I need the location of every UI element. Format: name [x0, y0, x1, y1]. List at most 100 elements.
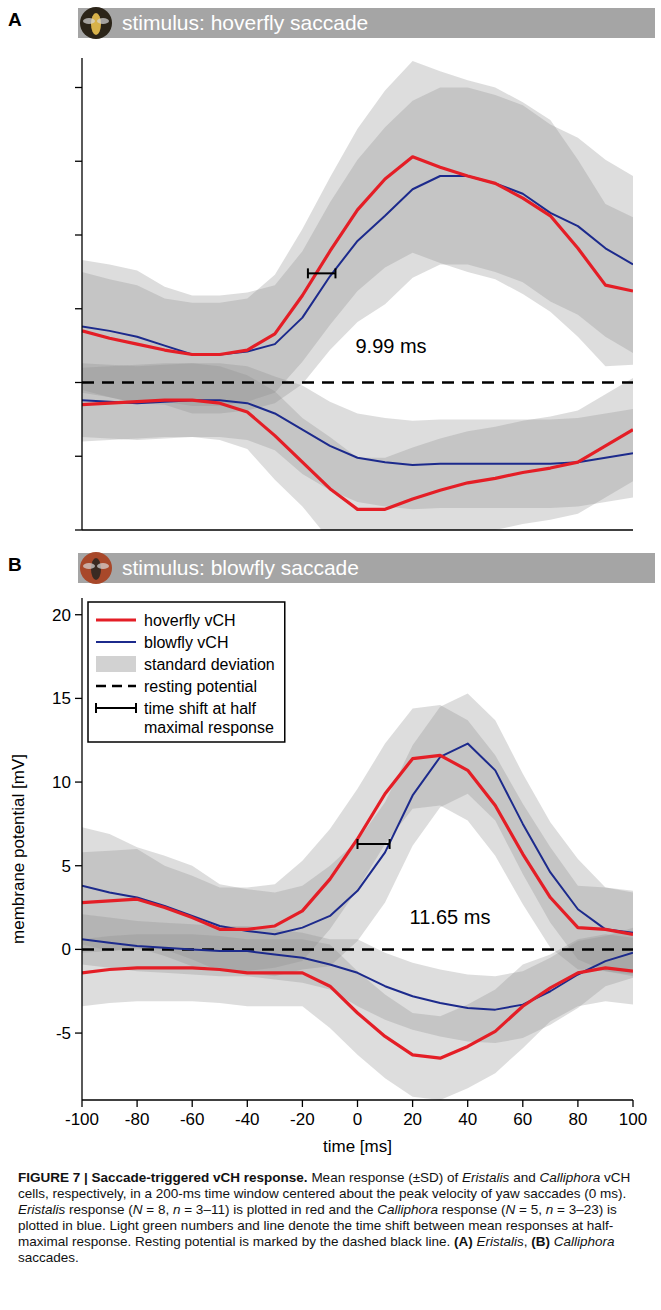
x-tick	[522, 1100, 523, 1107]
fly-icon	[80, 7, 112, 39]
fly-icon-wing	[83, 18, 95, 24]
caption-run: Eristalis	[477, 1234, 524, 1249]
y-tick	[75, 781, 82, 782]
y-axis	[81, 58, 82, 530]
x-tick-label: -100	[65, 1110, 99, 1129]
legend-swatch	[135, 703, 137, 713]
x-tick	[357, 1100, 358, 1107]
sd-band	[82, 363, 633, 530]
y-tick-label: 5	[62, 857, 71, 876]
y-axis-title: membrane potential [mV]	[9, 754, 28, 944]
sd-band	[82, 914, 633, 1043]
y-tick	[75, 865, 82, 866]
shift-bracket	[308, 268, 336, 278]
series-line	[82, 968, 633, 1058]
x-tick	[577, 1100, 578, 1107]
header-banner	[78, 553, 655, 583]
x-tick-label: 40	[458, 1110, 477, 1129]
y-tick	[75, 308, 82, 309]
series-line	[82, 744, 633, 935]
x-tick-label: 80	[568, 1110, 587, 1129]
series-line	[82, 939, 633, 1009]
x-axis	[82, 529, 633, 530]
legend-swatch	[95, 703, 97, 713]
shift-bracket-cap	[357, 839, 359, 849]
legend-swatch	[96, 641, 136, 643]
y-tick	[75, 161, 82, 162]
caption-run: FIGURE 7 | Saccade-triggered vCH respons…	[18, 1170, 308, 1185]
x-tick	[192, 1100, 193, 1107]
panel-letter: B	[8, 554, 22, 575]
fly-icon-body	[91, 558, 101, 580]
caption-run	[550, 1234, 554, 1249]
caption-run: Eristalis	[18, 1202, 65, 1217]
legend: hoverfly vCHblowfly vCHstandard deviatio…	[88, 602, 285, 742]
shift-bracket	[358, 839, 390, 849]
legend-box	[88, 602, 285, 742]
y-tick-label: -5	[56, 1024, 71, 1043]
fly-icon	[80, 552, 112, 584]
legend-label: hoverfly vCH	[144, 612, 236, 629]
caption-run: and	[509, 1170, 539, 1185]
header-banner	[78, 8, 655, 38]
panel-letter: A	[8, 9, 22, 30]
legend-swatch	[96, 618, 136, 621]
caption-run: ,	[524, 1234, 532, 1249]
panel-title: stimulus: blowfly saccade	[122, 556, 359, 579]
shift-bracket-line	[308, 272, 336, 274]
x-tick	[632, 1100, 633, 1107]
legend-label: resting potential	[144, 678, 257, 695]
caption-run: N	[506, 1202, 516, 1217]
caption-run: n	[546, 1202, 554, 1217]
figure: stimulus: hoverfly saccade A 9.99 ms stimul…	[0, 0, 661, 1165]
caption-run: Calliphora	[539, 1170, 600, 1185]
x-tick-label: 100	[619, 1110, 647, 1129]
caption-run: n	[173, 1202, 181, 1217]
y-tick-label: 20	[52, 606, 71, 625]
caption-run: response (	[65, 1202, 133, 1217]
fly-icon-body	[91, 13, 101, 35]
shift-bracket-cap	[307, 268, 309, 278]
legend-swatch	[96, 656, 136, 672]
x-tick-label: 0	[353, 1110, 362, 1129]
fly-icon-wing	[83, 563, 95, 569]
series-line	[82, 400, 633, 509]
y-tick	[75, 382, 82, 383]
x-tick	[247, 1100, 248, 1107]
x-tick-label: 20	[403, 1110, 422, 1129]
caption-run: = 3–11) is plotted in red and the	[180, 1202, 377, 1217]
shift-bracket-cap	[389, 839, 391, 849]
panel-title: stimulus: hoverfly saccade	[122, 11, 368, 34]
plot-area	[82, 61, 633, 530]
legend-swatch	[96, 707, 136, 709]
y-tick	[75, 614, 82, 615]
y-tick	[75, 1032, 82, 1033]
caption-run: (A)	[454, 1234, 473, 1249]
sd-band	[82, 363, 633, 509]
x-tick-label: 60	[513, 1110, 532, 1129]
resting-line	[82, 381, 633, 384]
legend-swatch	[96, 685, 136, 688]
shift-bracket-cap	[334, 268, 336, 278]
y-tick	[75, 529, 82, 530]
caption-run: = 8,	[143, 1202, 173, 1217]
y-tick	[75, 87, 82, 88]
series-line	[82, 755, 633, 934]
caption-run: Calliphora	[554, 1234, 615, 1249]
y-tick-label: 10	[52, 773, 71, 792]
fly-icon-wing	[97, 18, 109, 24]
y-tick	[75, 698, 82, 699]
x-tick	[136, 1100, 137, 1107]
caption-run: Mean response (±SD) of	[308, 1170, 462, 1185]
caption-run: (B)	[531, 1234, 550, 1249]
shift-label: 9.99 ms	[355, 335, 426, 357]
legend-label: time shift at halfmaximal response	[144, 700, 274, 736]
series-line	[82, 400, 633, 465]
legend-label: standard deviation	[144, 656, 275, 673]
caption-run: N	[133, 1202, 143, 1217]
plot-area	[82, 693, 633, 1100]
x-tick	[412, 1100, 413, 1107]
caption-run: = 5,	[515, 1202, 545, 1217]
y-tick	[75, 949, 82, 950]
shift-bracket-line	[358, 843, 390, 845]
